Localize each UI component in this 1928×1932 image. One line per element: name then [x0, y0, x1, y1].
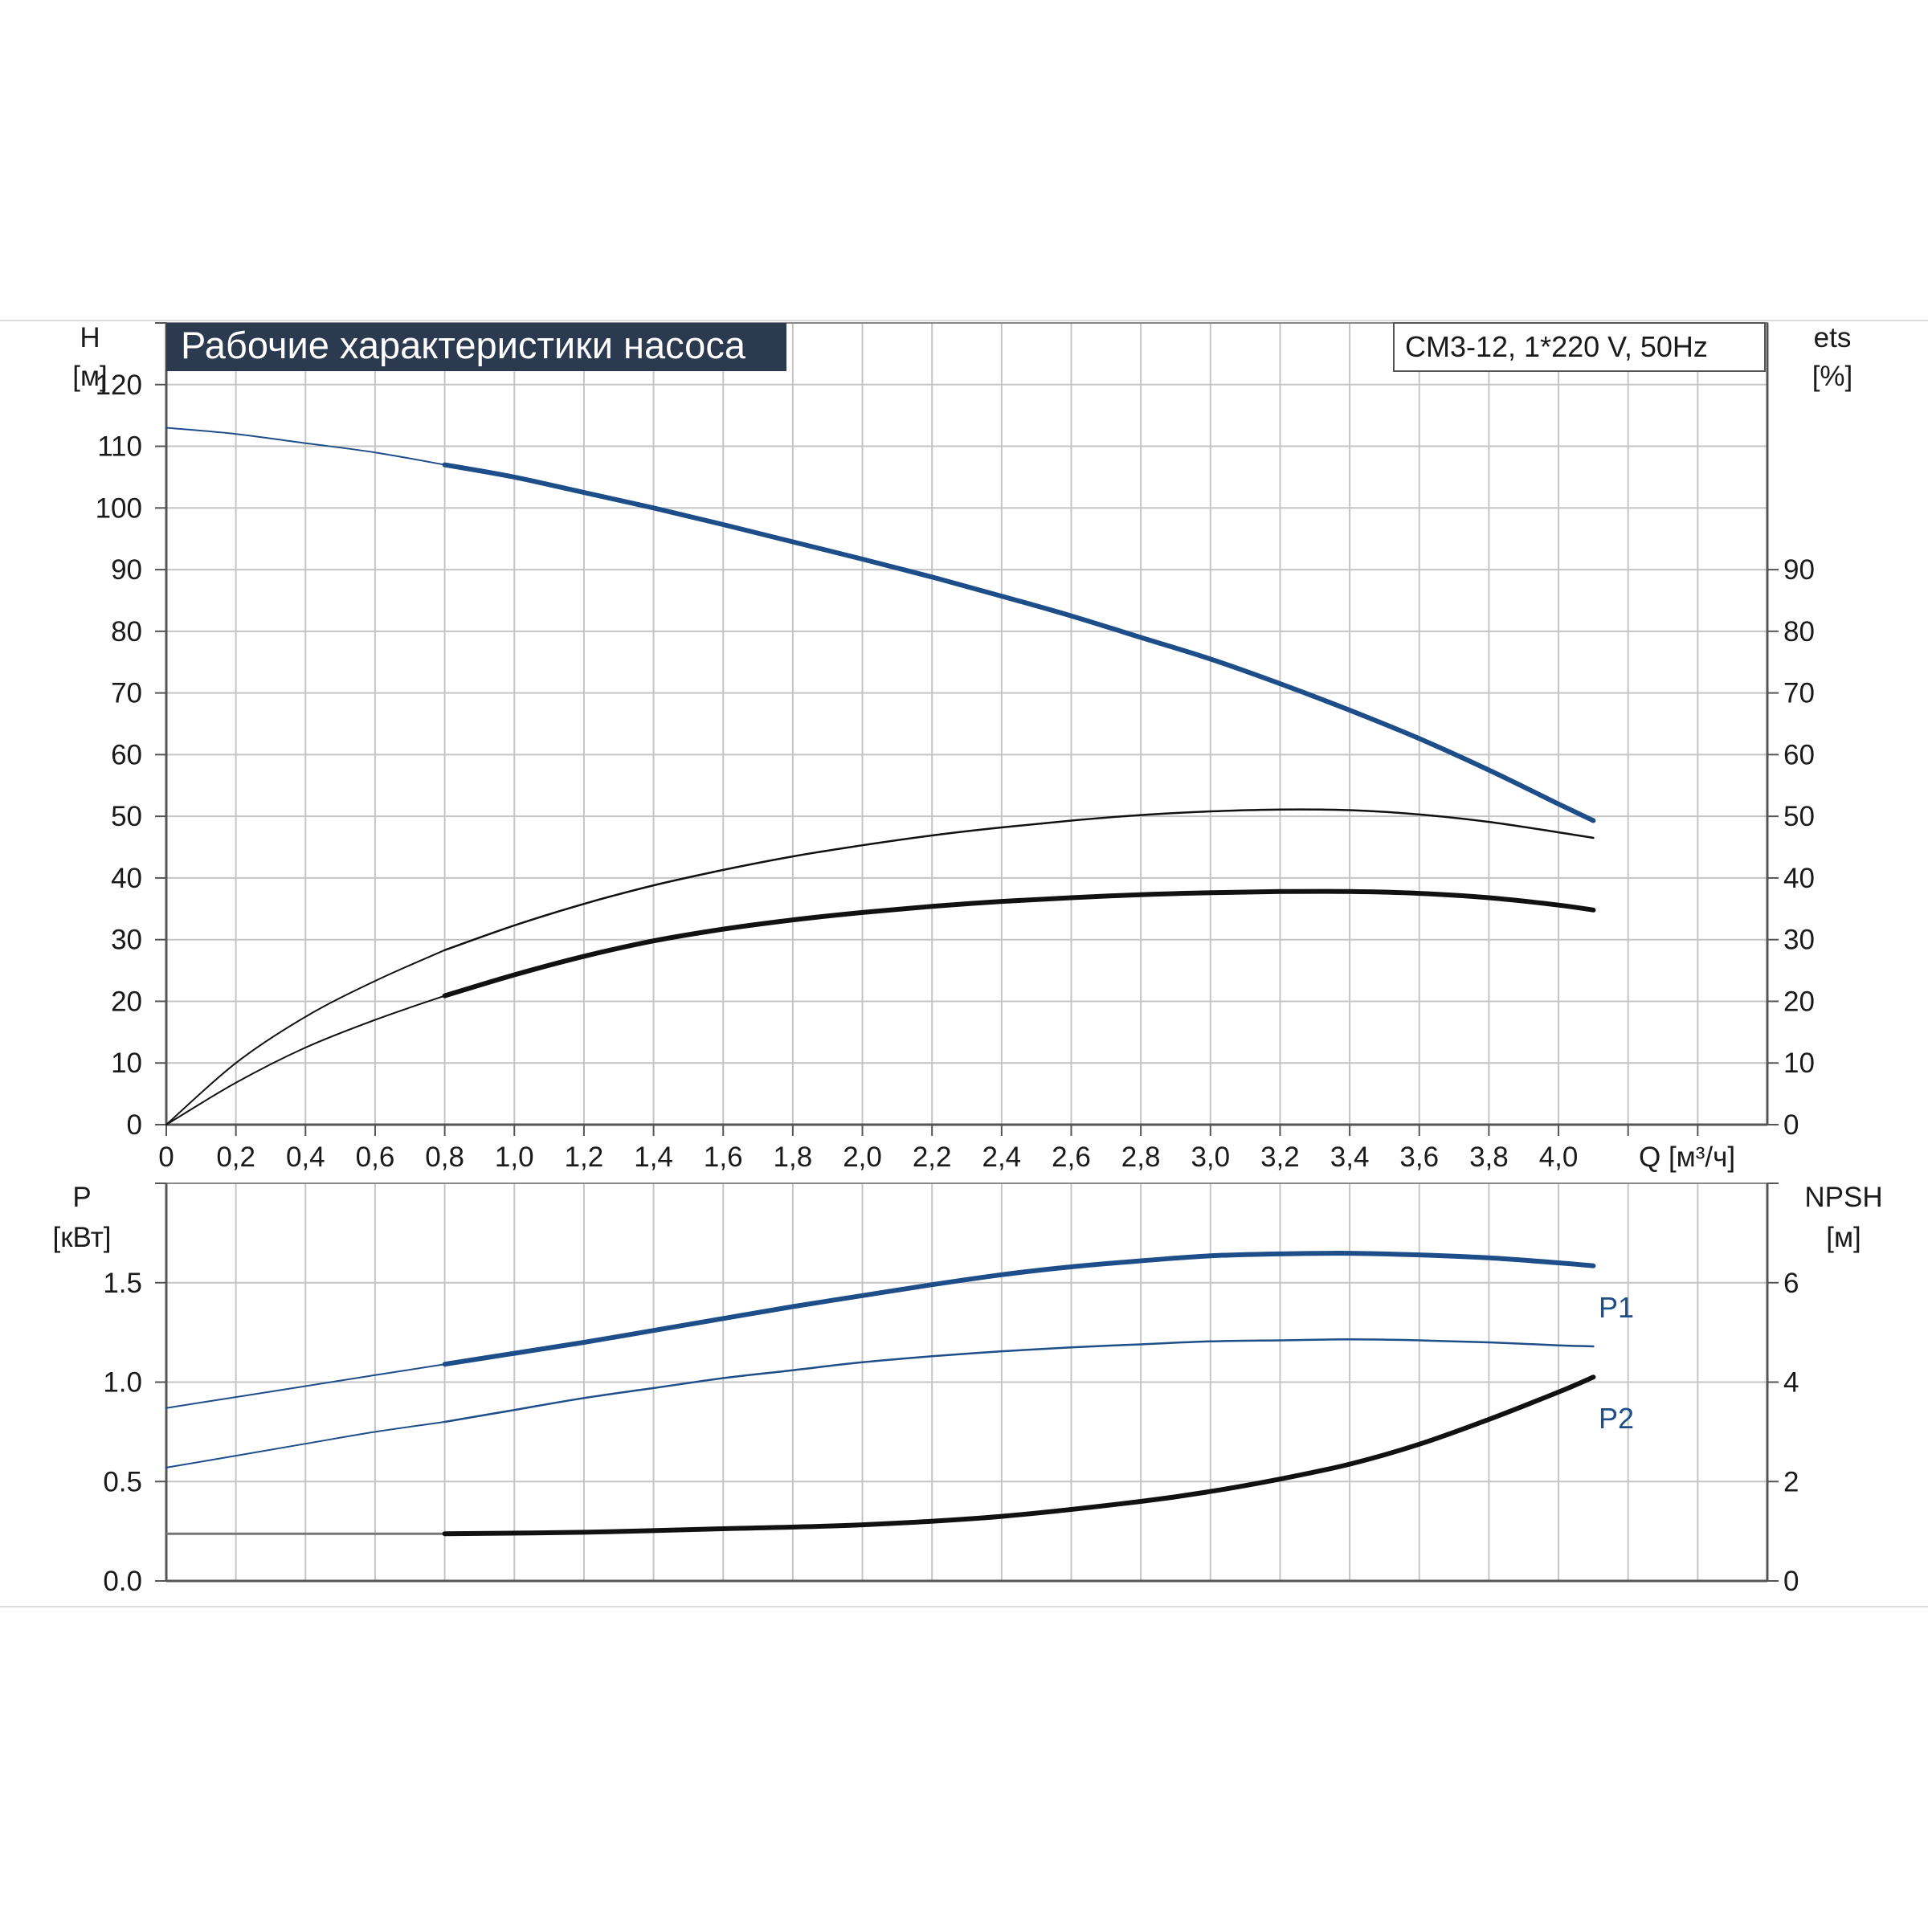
efficiency-curve — [443, 808, 1595, 951]
p-tick-label: 0.5 — [103, 1466, 142, 1497]
h-tick-label: 50 — [111, 801, 142, 832]
h-tick-label: 0 — [127, 1109, 142, 1141]
ets-tick-label: 0 — [1783, 1109, 1799, 1141]
q-tick-label: 0,8 — [425, 1142, 464, 1173]
efficiency-total-curve-extension — [165, 995, 446, 1125]
ets-tick-label: 60 — [1783, 739, 1815, 770]
page-dividers — [0, 320, 1928, 1607]
h-tick-label: 60 — [111, 739, 142, 770]
h-tick-label: 120 — [96, 370, 142, 401]
ets-axis-label: ets — [1814, 322, 1852, 353]
q-tick-label: 1,8 — [774, 1142, 813, 1173]
npsh-axis-unit: [м] — [1826, 1222, 1861, 1253]
p-axis-unit: [кВт] — [53, 1222, 112, 1253]
q-tick-label: 2,4 — [982, 1142, 1021, 1173]
h-tick-label: 40 — [111, 863, 142, 894]
ets-tick-label: 90 — [1783, 554, 1815, 586]
q-tick-label: 3,2 — [1260, 1142, 1300, 1173]
head-curve — [442, 462, 1596, 823]
upper-curves — [165, 427, 1596, 1125]
efficiency-curve-extension — [165, 949, 446, 1125]
upper-plot-border — [165, 322, 1768, 1125]
ets-axis-unit: [%] — [1812, 361, 1853, 392]
upper-grid — [166, 322, 1767, 1125]
npsh-axis-label: NPSH — [1804, 1182, 1882, 1213]
p-axis-label: P — [72, 1182, 91, 1213]
lower-ticks: 0.0 0.5 1.0 1.5 0 2 4 6 — [103, 1182, 1799, 1597]
npsh-tick-label: 6 — [1783, 1268, 1799, 1299]
chart-subtitle: CM3-12, 1*220 V, 50Hz — [1405, 330, 1708, 363]
ets-tick-label: 10 — [1783, 1048, 1815, 1079]
h-tick-label: 70 — [111, 678, 142, 709]
h-tick-label: 80 — [111, 616, 142, 647]
ets-tick-label: 70 — [1783, 678, 1815, 709]
q-tick-label: 1,4 — [634, 1142, 673, 1173]
h-tick-label: 100 — [96, 492, 142, 524]
efficiency-total-curve — [442, 888, 1596, 999]
h-axis-unit: [м] — [72, 361, 108, 392]
npsh-tick-label: 0 — [1783, 1566, 1799, 1597]
q-tick-label: 2,0 — [843, 1142, 882, 1173]
h-tick-label: 110 — [97, 431, 142, 463]
h-tick-label: 20 — [111, 986, 142, 1017]
q-tick-label: 4,0 — [1539, 1142, 1579, 1173]
q-axis-label: Q [м³/ч] — [1639, 1142, 1735, 1173]
upper-frame — [165, 322, 1769, 1126]
p-tick-label: 0.0 — [103, 1566, 142, 1597]
p2-curve-extension — [165, 1421, 446, 1468]
p-tick-label: 1.5 — [103, 1268, 142, 1299]
h-axis-label: H — [80, 322, 100, 353]
npsh-tick-label: 4 — [1783, 1367, 1799, 1399]
q-tick-label: 2,8 — [1121, 1142, 1161, 1173]
ets-tick-label: 40 — [1783, 863, 1815, 894]
title-box: Рабочие характеристики насоса — [166, 323, 786, 371]
ets-tick-label: 20 — [1783, 986, 1815, 1017]
q-tick-label: 0 — [158, 1142, 174, 1173]
p-tick-label: 1.0 — [103, 1367, 142, 1399]
head-curve-extension — [165, 427, 446, 466]
q-tick-label: 3,6 — [1399, 1142, 1439, 1173]
p1-curve — [442, 1251, 1596, 1367]
upper-ticks: 0 10 20 30 40 50 60 70 80 90 100 110 120 0 10 20 30 40 50 6… — [96, 322, 1815, 1173]
q-tick-label: 1,6 — [704, 1142, 743, 1173]
p1-curve-extension — [165, 1363, 446, 1409]
h-tick-label: 90 — [111, 554, 142, 586]
subtitle-box: CM3-12, 1*220 V, 50Hz — [1393, 322, 1766, 372]
q-tick-label: 2,6 — [1052, 1142, 1091, 1173]
q-tick-label: 3,0 — [1191, 1142, 1230, 1173]
ets-tick-label: 50 — [1783, 801, 1815, 832]
p1-series-label: P1 — [1599, 1291, 1634, 1324]
h-tick-label: 10 — [111, 1048, 142, 1079]
npsh-tick-label: 2 — [1783, 1466, 1799, 1497]
ets-tick-label: 80 — [1783, 616, 1815, 647]
subtitle-frame — [1393, 322, 1766, 372]
q-tick-label: 3,8 — [1469, 1142, 1509, 1173]
chart-title: Рабочие характеристики насоса — [181, 324, 746, 366]
q-tick-label: 1,2 — [565, 1142, 604, 1173]
ets-tick-label: 30 — [1783, 925, 1815, 956]
q-tick-label: 0,6 — [356, 1142, 395, 1173]
h-tick-label: 30 — [111, 925, 142, 956]
q-tick-label: 3,4 — [1330, 1142, 1370, 1173]
npsh-curve — [442, 1374, 1596, 1537]
q-tick-label: 0,4 — [286, 1142, 325, 1173]
lower-curves — [165, 1251, 1596, 1537]
q-tick-label: 1,0 — [495, 1142, 534, 1173]
q-tick-label: 0,2 — [216, 1142, 255, 1173]
p2-series-label: P2 — [1599, 1402, 1634, 1435]
q-tick-label: 2,2 — [913, 1142, 952, 1173]
p2-curve — [443, 1338, 1595, 1423]
title-background — [166, 323, 786, 371]
